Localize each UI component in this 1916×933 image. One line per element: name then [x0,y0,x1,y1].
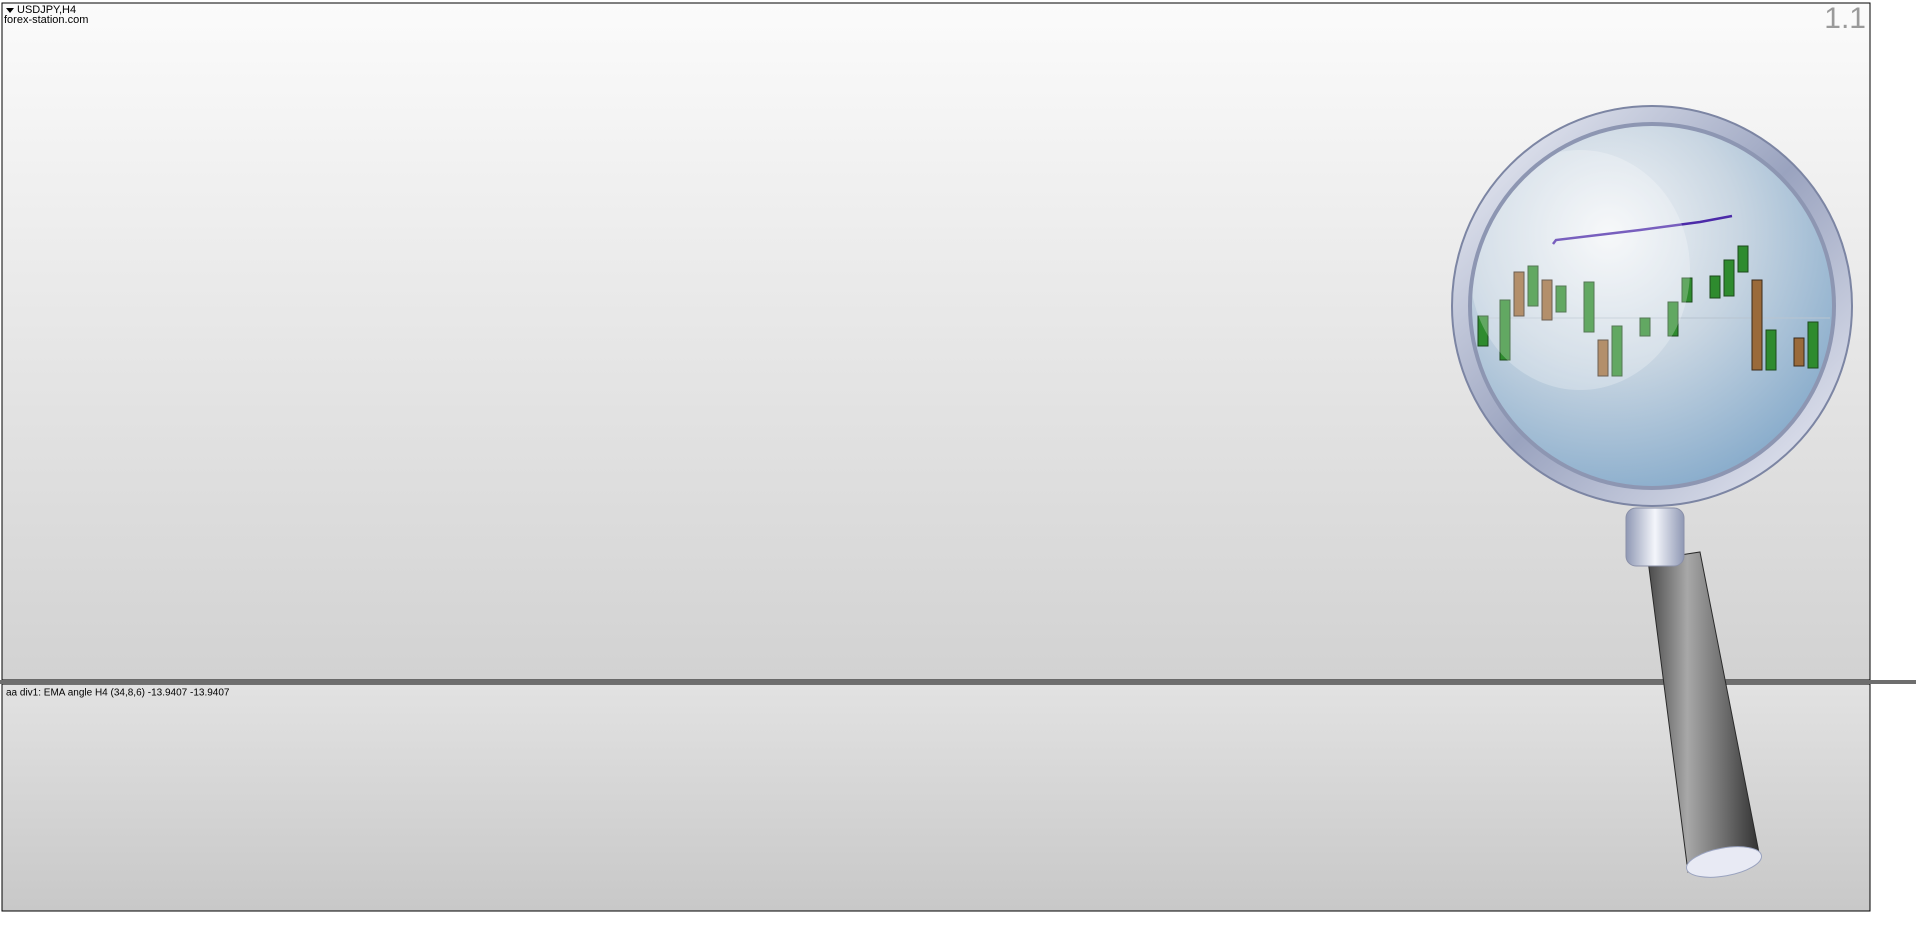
version-label: 1.1 [1824,2,1866,35]
labels-layer: USDJPY,H4 forex-station.com aa div1: EMA… [4,2,1866,699]
oscillator-panel [1,683,1871,912]
chart-subtitle: forex-station.com [4,14,88,26]
chart-title: USDJPY,H4 [17,4,76,16]
magnifier-icon [1451,105,1853,878]
panel-separator [0,680,1916,684]
indicator-title: aa div1: EMA angle H4 (34,8,6) -13.9407 … [6,688,230,699]
symbol-menu-icon[interactable] [6,8,14,13]
